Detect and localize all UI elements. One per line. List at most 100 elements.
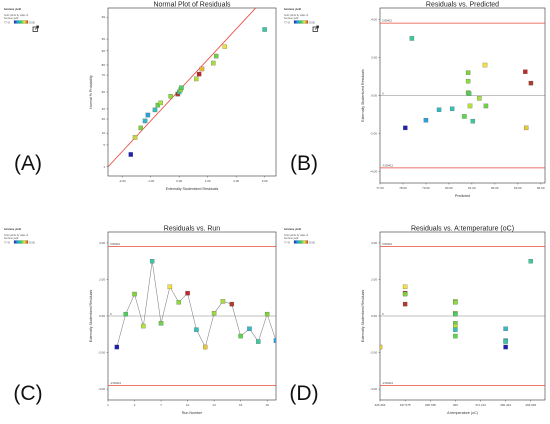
panel-b: benzene yield Color points by value ofben… (284, 2, 546, 198)
data-point (176, 300, 181, 305)
data-point (462, 114, 467, 119)
y-tick-label: 2.00 (371, 277, 377, 281)
data-point (503, 339, 508, 344)
data-point (402, 291, 408, 297)
x-tick-label: -2.00 (119, 179, 126, 183)
data-point (402, 284, 408, 290)
upper-limit-label: 3.80412 (110, 242, 121, 246)
data-point (158, 321, 164, 326)
panel-label: (D) (289, 382, 318, 405)
data-point (477, 96, 482, 101)
data-point (273, 338, 276, 343)
export-icon[interactable] (32, 25, 39, 32)
data-point (256, 339, 261, 344)
x-tick-label: 83.00 (514, 186, 522, 190)
legend-min: 77.43 (4, 22, 10, 24)
data-point (211, 311, 217, 316)
data-point (523, 69, 528, 74)
legend-max: 93.86 (309, 242, 315, 244)
y-tick-label: -4.00 (98, 387, 105, 391)
data-point (467, 103, 473, 109)
y-tick-label: 30 (102, 107, 106, 111)
x-tick-label: 1.00 (205, 179, 211, 183)
lower-limit-label: -3.80412 (110, 381, 121, 385)
x-axis-label: A:temperature (oC) (447, 411, 478, 415)
y-axis-label: Externally Studentized Residuals (89, 290, 93, 343)
x-axis: 1 4 7 10 13 16 19 (107, 400, 269, 407)
x-tick-label: -1.00 (147, 179, 154, 183)
color-legend: benzene yield Color points by value ofben… (284, 227, 315, 244)
panel-label: (B) (290, 152, 318, 175)
y-tick-label: 95 (102, 37, 106, 41)
data-point (453, 327, 458, 332)
data-point (524, 125, 529, 131)
data-point (149, 258, 155, 264)
data-point (482, 62, 488, 68)
y-axis: -4.00 -2.00 0.00 2.00 4.00 (370, 17, 380, 174)
legend-colorbar (13, 20, 29, 24)
y-tick-label: -2.00 (370, 351, 377, 355)
legend-colorbar (293, 20, 309, 24)
export-icon-box (312, 26, 318, 32)
data-point (185, 290, 190, 296)
y-axis: -4.00 -2.00 0.00 2.00 4.00 (370, 241, 380, 391)
export-icon-box (32, 26, 38, 32)
data-point (152, 107, 158, 113)
data-point (222, 44, 227, 49)
y-tick-label: -2.00 (370, 132, 377, 136)
x-tick-label: 10 (186, 403, 190, 407)
x-tick-label: 471.212 (475, 403, 486, 407)
color-legend: benzene yield Color points by value ofben… (4, 7, 39, 32)
y-tick-label: 2.00 (371, 55, 377, 59)
data-point (528, 258, 533, 264)
legend-subtitle: benzene yield: (4, 238, 19, 240)
x-axis-label: Externally Studentized Residuals (166, 187, 219, 191)
x-tick-label: 482.424 (500, 403, 511, 407)
chart-title: Residuals vs. Run (164, 226, 221, 233)
y-tick-label: 50 (102, 90, 106, 94)
plot-content (380, 246, 545, 386)
data-point (194, 327, 199, 332)
y-tick-label: 0.00 (371, 314, 377, 318)
legend-max: 93.86 (29, 22, 35, 24)
y-tick-label: 0.00 (99, 314, 105, 318)
y-tick-label: 10 (102, 131, 106, 135)
plot-content (380, 22, 545, 169)
data-point (436, 107, 442, 112)
x-tick-label: 3.00 (262, 179, 268, 183)
legend-title: benzene yield (284, 227, 301, 231)
legend-subtitle: Color points by value of (284, 14, 308, 17)
x-tick-label: 78.00 (399, 186, 407, 190)
upper-limit-label: 3.80412 (382, 242, 393, 246)
y-tick-label: 4.00 (99, 241, 105, 245)
legend-subtitle: benzene yield: (284, 18, 299, 20)
x-tick-label: 79.00 (422, 186, 430, 190)
zero-label: 0 (110, 312, 112, 316)
data-point (453, 300, 458, 305)
data-point (138, 125, 143, 131)
y-tick-label: 80 (102, 63, 106, 67)
data-point (423, 118, 429, 123)
x-tick-label: 2.00 (233, 179, 239, 183)
data-point (220, 299, 226, 304)
plot-content (108, 246, 276, 386)
y-tick-label: 90 (102, 49, 106, 53)
upper-limit-label: 3.80412 (382, 19, 393, 23)
x-axis-label: Predicted (455, 194, 470, 198)
data-point (167, 284, 173, 290)
x-tick-label: 84.00 (537, 186, 545, 190)
x-tick-label: 426.364 (375, 403, 386, 407)
zero-label: 0 (382, 312, 384, 316)
legend-colorbar (13, 240, 29, 244)
export-icon[interactable] (312, 25, 319, 32)
data-point (132, 135, 138, 140)
data-point (380, 344, 383, 350)
y-axis-label: Externally Studentized Residuals (361, 69, 365, 122)
lower-limit-label: -3.80412 (382, 163, 393, 167)
y-tick-label: 2.00 (99, 277, 105, 281)
data-point (145, 112, 151, 118)
data-point (503, 344, 508, 350)
data-point (449, 106, 455, 112)
x-axis: -2.00 -1.00 0.00 1.00 2.00 3.00 (119, 176, 268, 183)
